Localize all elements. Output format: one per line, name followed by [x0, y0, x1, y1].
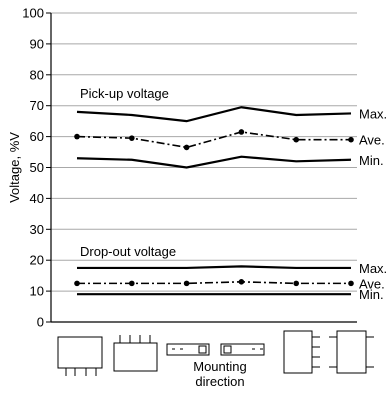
data-point [183, 280, 190, 287]
x-icons [57, 330, 374, 376]
series-label: Max. [359, 261, 387, 276]
y-tick-label: 90 [30, 36, 44, 51]
y-tick-label: 60 [30, 129, 44, 144]
y-tick-label: 80 [30, 67, 44, 82]
series-line [76, 131, 351, 149]
y-tick-label: 100 [22, 6, 44, 21]
series [74, 106, 354, 296]
grid [51, 12, 357, 292]
data-point [293, 136, 300, 143]
relay-upright-front-icon [57, 336, 103, 376]
series-label: Max. [359, 106, 387, 121]
series-label: Min. [359, 287, 384, 302]
series-label: Ave. [359, 133, 385, 148]
relay-side-pins-right-icon [283, 330, 320, 374]
data-point [74, 133, 80, 140]
group-label: Drop-out voltage [80, 244, 176, 259]
series-label: Ave. [359, 276, 385, 291]
labels: 0 10 20 30 40 50 60 70 80 90 100 Voltage, %V Pick-up… [7, 6, 387, 390]
series-line [77, 281, 351, 285]
data-point [348, 280, 354, 287]
x-axis-title-line1: Mounting [193, 359, 246, 374]
relay-flat-left-icon [166, 343, 210, 356]
relay-upright-back-icon [113, 335, 158, 372]
data-point [74, 280, 80, 287]
relay-side-pins-both-icon [329, 330, 374, 374]
y-tick-label: 50 [30, 160, 44, 175]
data-point [183, 144, 190, 151]
relay-flat-right-icon [220, 343, 265, 356]
data-point [348, 136, 354, 143]
y-tick-label: 40 [30, 191, 44, 206]
y-tick-label: 0 [37, 315, 44, 330]
y-tick-label: 20 [30, 253, 44, 268]
x-axis-title-line2: direction [195, 374, 244, 389]
axes [46, 12, 357, 323]
y-tick-label: 30 [30, 222, 44, 237]
data-point [129, 135, 135, 141]
data-point [238, 279, 245, 285]
y-tick-label: 70 [30, 98, 44, 113]
data-point [238, 129, 245, 135]
y-axis-title: Voltage, %V [7, 132, 22, 203]
series-line [76, 155, 352, 169]
series-label: Min. [359, 153, 384, 168]
series-line [77, 265, 351, 270]
y-tick-label: 10 [30, 284, 44, 299]
group-label: Pick-up voltage [80, 86, 169, 101]
data-point [293, 280, 300, 287]
series-line [76, 106, 352, 123]
data-point [129, 280, 135, 287]
